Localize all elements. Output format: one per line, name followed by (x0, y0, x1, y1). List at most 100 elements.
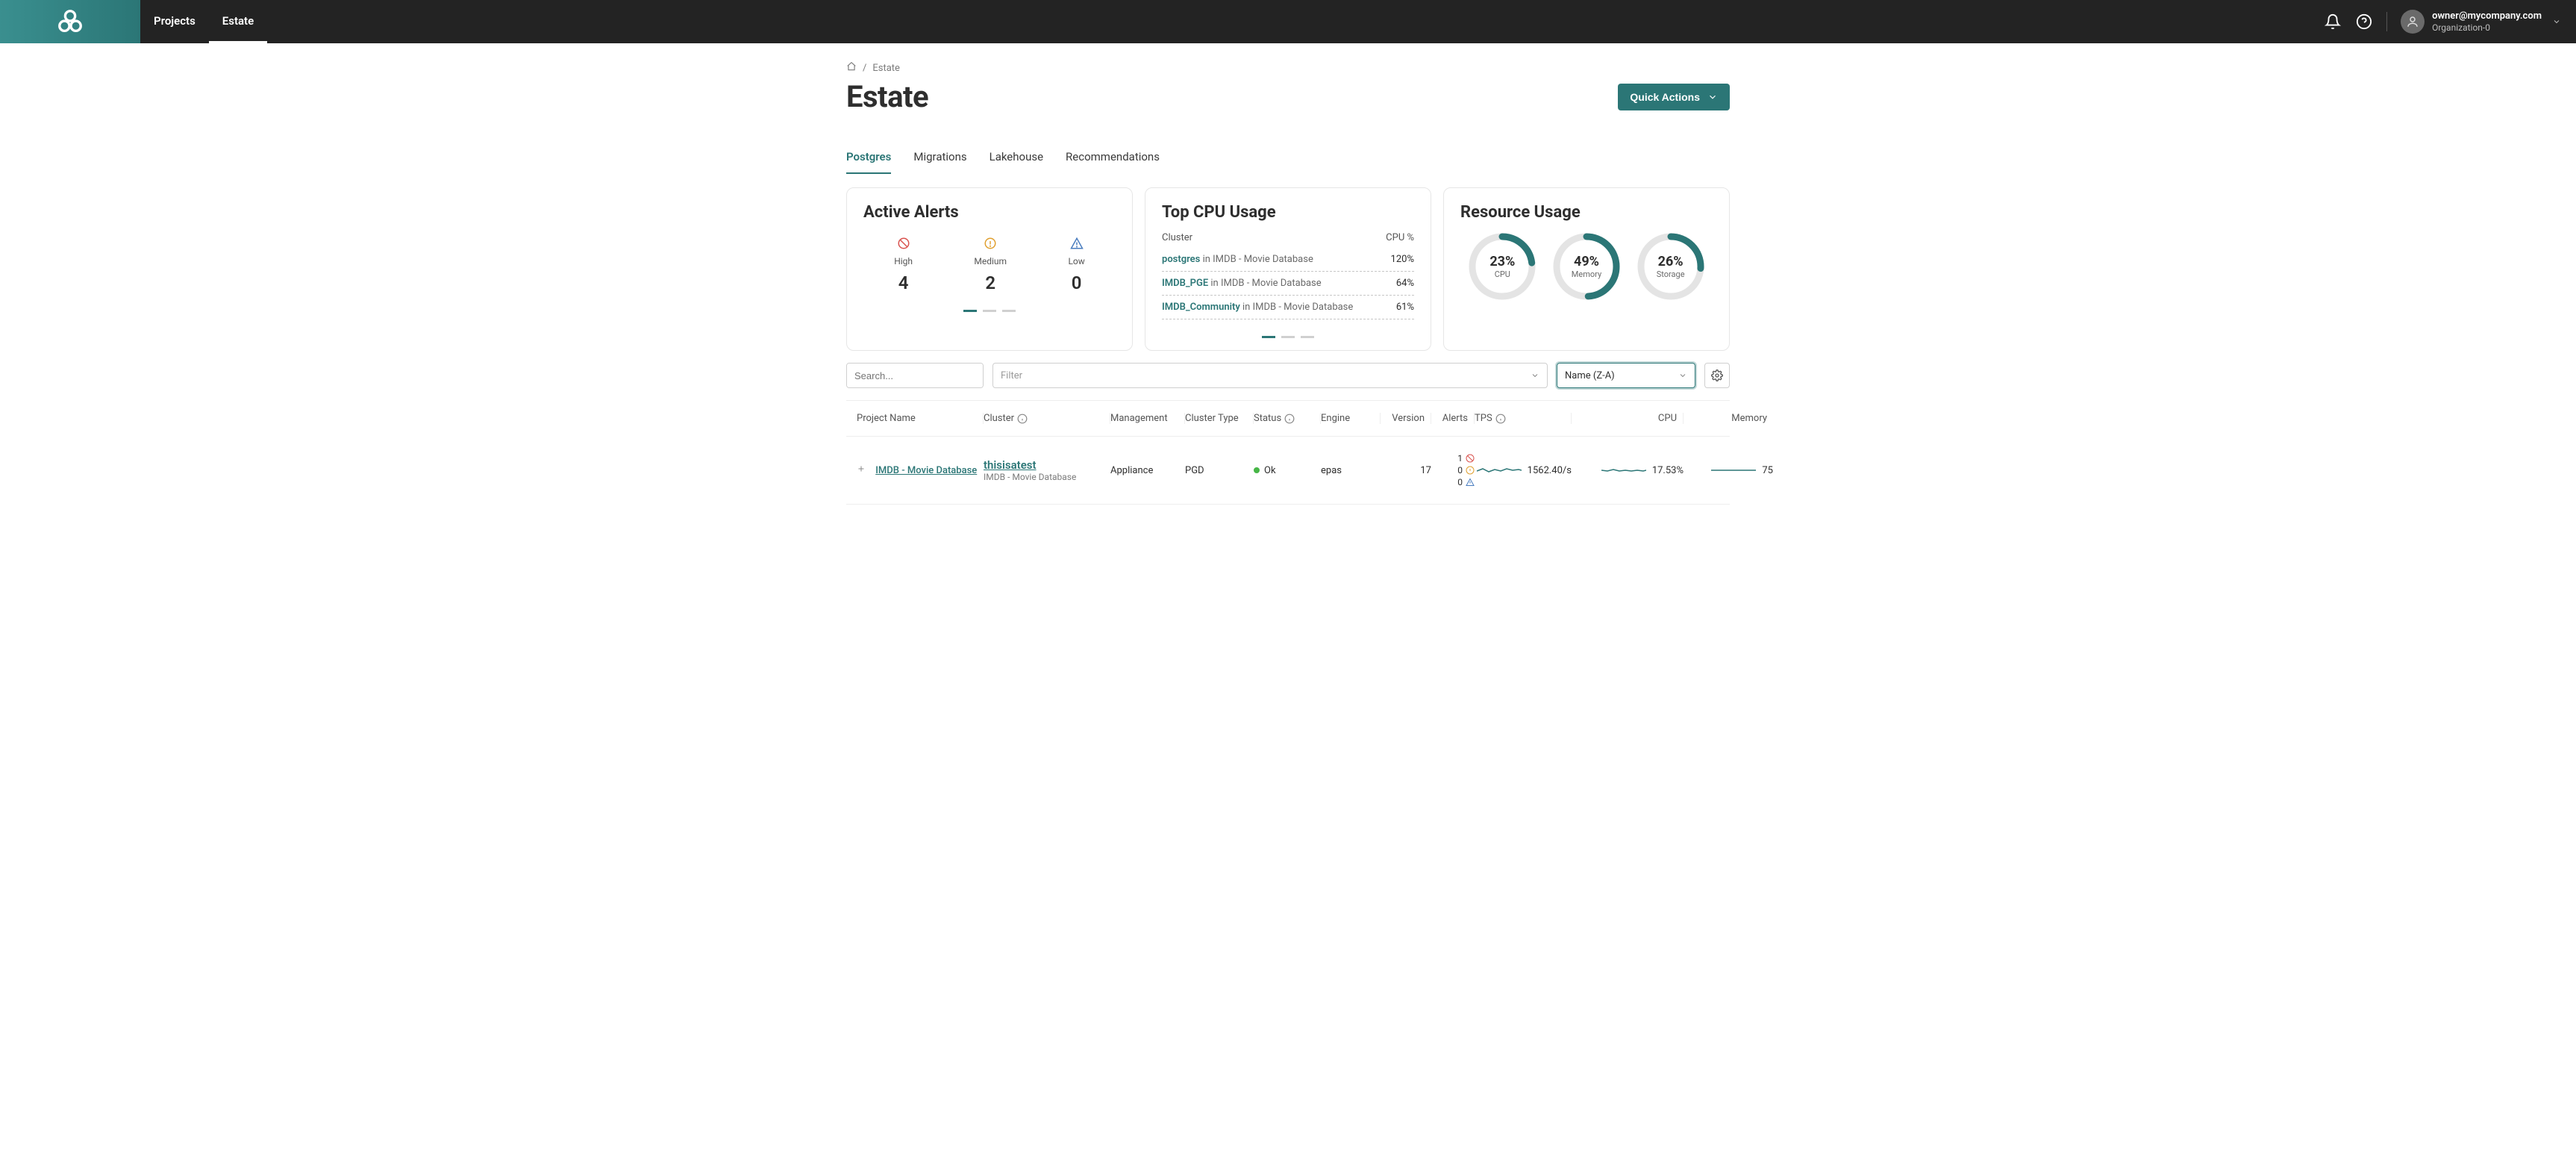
search-wrap (846, 363, 984, 388)
table-settings-button[interactable] (1704, 363, 1730, 388)
pager-dot[interactable] (1002, 310, 1016, 312)
col-cpu: CPU (1572, 413, 1684, 424)
cpu-usage-row[interactable]: postgres in IMDB - Movie Database 120% (1162, 248, 1414, 272)
divider (2386, 12, 2387, 31)
alert-count: 4 (898, 272, 909, 293)
user-icon (2406, 15, 2419, 28)
notifications-button[interactable] (2324, 13, 2342, 31)
nav-tab-estate[interactable]: Estate (209, 0, 267, 43)
sort-select[interactable]: Name (Z-A) (1557, 363, 1695, 388)
sparkline-icon (1711, 464, 1756, 476)
cpu-value: 61% (1396, 302, 1414, 313)
breadcrumb-current: Estate (872, 63, 900, 74)
project-link[interactable]: IMDB - Movie Database (875, 465, 977, 476)
user-org: Organization-0 (2432, 22, 2542, 33)
info-icon (1495, 414, 1506, 424)
clusters-table: Project Name Cluster Management Cluster … (846, 400, 1730, 505)
resource-usage-card: Resource Usage 23% CPU 49% Memory (1443, 187, 1730, 351)
breadcrumb-home[interactable] (846, 61, 857, 75)
table-header: Project Name Cluster Management Cluster … (846, 401, 1730, 436)
cpu-project-name: in IMDB - Movie Database (1240, 302, 1354, 313)
ban-icon (1466, 454, 1475, 463)
cpu-usage-row[interactable]: IMDB_Community in IMDB - Movie Database … (1162, 296, 1414, 319)
card-title: Active Alerts (863, 203, 1116, 222)
filter-select[interactable]: Filter (992, 363, 1548, 388)
chevron-down-icon (1531, 371, 1539, 380)
alert-count: 0 (1072, 272, 1082, 293)
cluster-link[interactable]: thisisatest (984, 458, 1037, 472)
tab-recommendations[interactable]: Recommendations (1066, 150, 1160, 174)
col-status: Status (1254, 413, 1321, 424)
pagination-dots (863, 310, 1116, 312)
expand-row-button[interactable] (857, 464, 867, 475)
pager-dot[interactable] (983, 310, 996, 312)
status-dot-icon (1254, 467, 1260, 473)
info-icon (984, 237, 997, 250)
filter-placeholder: Filter (1001, 370, 1022, 381)
quick-actions-label: Quick Actions (1630, 91, 1700, 103)
cell-cpu: 17.53% (1572, 464, 1684, 476)
cluster-subtitle: IMDB - Movie Database (984, 472, 1110, 482)
col-alerts: Alerts (1431, 413, 1475, 424)
gear-icon (1711, 369, 1723, 381)
cell-version: 17 (1381, 465, 1431, 476)
col-version: Version (1381, 413, 1431, 424)
alert-label: Medium (974, 256, 1007, 266)
cell-management: Appliance (1110, 465, 1185, 476)
search-input[interactable] (847, 364, 984, 387)
alert-count: 2 (985, 272, 995, 293)
brand-logo[interactable] (0, 0, 140, 43)
warn-icon (1466, 478, 1475, 487)
table-row: IMDB - Movie Database thisisatest IMDB -… (846, 436, 1730, 505)
pagination-dots (1162, 336, 1414, 338)
cpu-usage-row[interactable]: IMDB_PGE in IMDB - Movie Database 64% (1162, 272, 1414, 296)
cell-tps: 1562.40/s (1475, 464, 1572, 476)
cell-project: IMDB - Movie Database (857, 464, 984, 476)
home-icon (846, 61, 857, 72)
cell-cluster: thisisatest IMDB - Movie Database (984, 458, 1110, 482)
card-title: Resource Usage (1460, 203, 1713, 222)
tab-lakehouse[interactable]: Lakehouse (990, 150, 1043, 174)
tab-postgres[interactable]: Postgres (846, 150, 891, 174)
user-text: owner@mycompany.com Organization-0 (2432, 10, 2542, 33)
warn-icon (1070, 237, 1084, 250)
chevron-down-icon (1707, 92, 1718, 102)
cpu-value: 120% (1391, 254, 1414, 265)
info-icon (1284, 414, 1295, 424)
breadcrumb: / Estate (846, 61, 1730, 75)
donut-percent: 49% (1574, 254, 1599, 269)
col-memory: Memory (1684, 413, 1773, 424)
pager-dot[interactable] (963, 310, 977, 312)
cell-cluster-type: PGD (1185, 465, 1254, 476)
page-content: / Estate Estate Quick Actions Postgres M… (825, 43, 1751, 534)
chevron-down-icon (1678, 371, 1687, 380)
cell-memory: 75 (1684, 464, 1773, 476)
filter-bar: Filter Name (Z-A) (846, 363, 1730, 388)
avatar (2401, 10, 2425, 34)
sparkline-icon (1477, 464, 1522, 476)
page-title: Estate (846, 79, 928, 114)
cell-alerts: 1 0 0 (1431, 453, 1475, 487)
alert-severity: Low 0 (1068, 237, 1084, 293)
alert-severity: High 4 (894, 237, 913, 293)
alert-label: Low (1068, 256, 1084, 266)
user-email: owner@mycompany.com (2432, 10, 2542, 22)
col-tps: TPS (1475, 413, 1572, 424)
info-icon (1466, 466, 1475, 475)
resource-donut: 23% CPU (1468, 232, 1536, 301)
chevron-down-icon (2552, 17, 2561, 26)
col-management: Management (1110, 413, 1185, 424)
pager-dot[interactable] (1262, 336, 1275, 338)
tab-migrations[interactable]: Migrations (913, 150, 966, 174)
user-menu[interactable]: owner@mycompany.com Organization-0 (2401, 10, 2561, 34)
pager-dot[interactable] (1301, 336, 1314, 338)
pager-dot[interactable] (1281, 336, 1295, 338)
cell-status: Ok (1254, 465, 1321, 476)
info-icon (1017, 414, 1028, 424)
quick-actions-button[interactable]: Quick Actions (1618, 84, 1730, 110)
cpu-col-value: CPU % (1386, 232, 1414, 243)
donut-percent: 26% (1658, 254, 1684, 269)
cell-engine: epas (1321, 465, 1381, 476)
nav-tab-projects[interactable]: Projects (140, 0, 209, 43)
help-button[interactable] (2355, 13, 2373, 31)
